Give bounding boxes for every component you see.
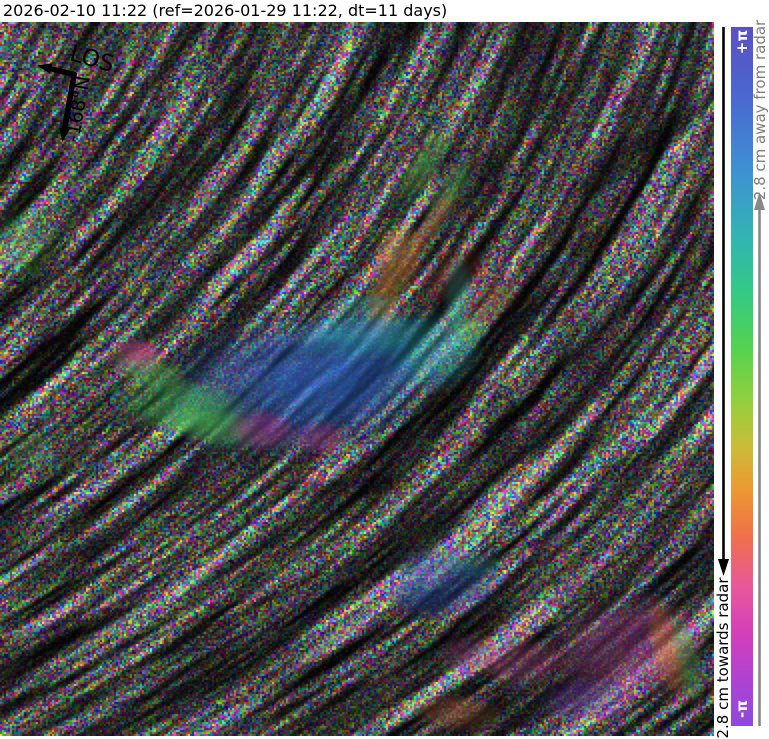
colorbar-top-label: +π [733, 29, 751, 55]
towards-radar-label: 2.8 cm towards radar [714, 577, 732, 739]
interferogram-canvas [0, 22, 714, 736]
towards-radar-arrow-icon [718, 27, 729, 576]
colorbar-bottom-label: -π [733, 699, 751, 719]
away-from-radar-label: 2.8 cm away from radar [751, 19, 769, 201]
title-bar: 2026-02-10 11:22 (ref=2026-01-29 11:22, … [0, 0, 769, 22]
colorbar-gradient [731, 27, 753, 726]
away-radar-arrow-icon [754, 192, 765, 726]
figure-title: 2026-02-10 11:22 (ref=2026-01-29 11:22, … [3, 1, 448, 20]
